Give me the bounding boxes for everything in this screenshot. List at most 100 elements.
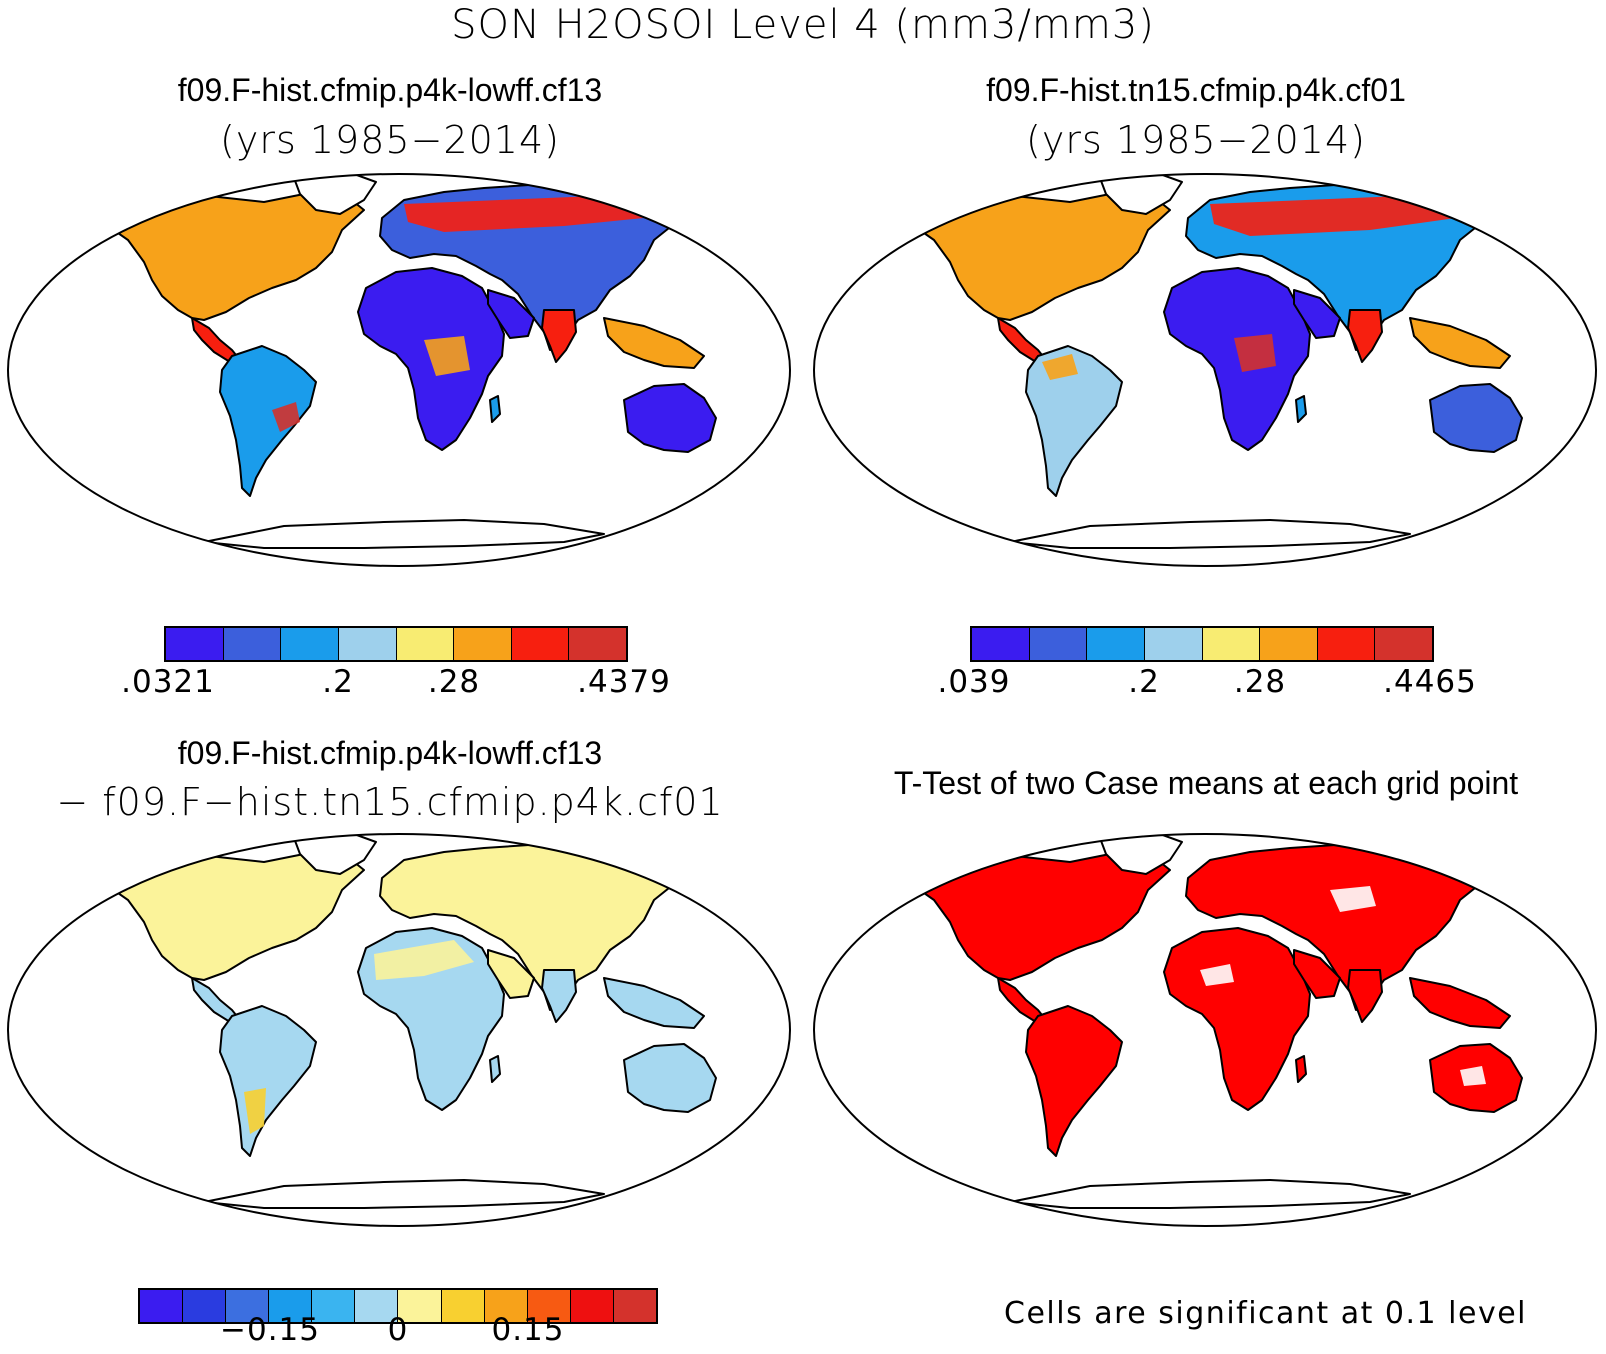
landmass-africa bbox=[1163, 267, 1311, 451]
colorbar-swatch bbox=[1375, 628, 1432, 660]
figure-title: SON H2OSOI Level 4 (mm3/mm3) bbox=[451, 2, 1155, 48]
map-top-right bbox=[813, 173, 1597, 567]
colorbar-swatch bbox=[1087, 628, 1145, 660]
map-top-left bbox=[7, 173, 791, 567]
colorbar-swatch bbox=[281, 628, 339, 660]
field-region-eurasia-gap bbox=[1330, 886, 1376, 912]
colorbar-tick-label: .0321 bbox=[121, 664, 215, 700]
panel-bottom-left-title: f09.F-hist.cfmip.p4k-lowff.cf13 bbox=[177, 735, 603, 771]
colorbar-swatch bbox=[140, 1290, 184, 1322]
colorbar-swatch bbox=[1144, 628, 1203, 660]
landmass-australia bbox=[1429, 383, 1523, 453]
panel-top-left-title: f09.F-hist.cfmip.p4k-lowff.cf13 bbox=[177, 72, 603, 108]
map-boundary bbox=[7, 833, 791, 1227]
colorbar-swatch bbox=[441, 1290, 485, 1322]
field-region-eurasia-band bbox=[1210, 194, 1470, 236]
colorbar-swatch bbox=[570, 1290, 614, 1322]
colorbar-top-right bbox=[970, 626, 1434, 662]
landmass-australia bbox=[623, 383, 717, 453]
landmass-arabia bbox=[487, 949, 535, 999]
colorbar-swatch bbox=[338, 628, 397, 660]
landmass-madagascar bbox=[1295, 1055, 1307, 1083]
landmass-samerica bbox=[1025, 1005, 1123, 1157]
colorbar-tick-label: .28 bbox=[1233, 664, 1287, 700]
landmass-india bbox=[541, 969, 577, 1023]
colorbar-swatch bbox=[613, 1290, 656, 1322]
landmass-madagascar bbox=[489, 1055, 501, 1083]
colorbar-swatch bbox=[972, 628, 1030, 660]
colorbar-swatch bbox=[511, 628, 570, 660]
landmass-namerica bbox=[904, 853, 1171, 981]
landmass-madagascar bbox=[489, 395, 501, 423]
colorbar-top-left bbox=[164, 626, 628, 662]
map-boundary bbox=[7, 173, 791, 567]
landmass-namerica bbox=[904, 193, 1171, 321]
landmass-madagascar bbox=[1295, 395, 1307, 423]
colorbar-tick-label: .28 bbox=[427, 664, 481, 700]
panel-bottom-left-subtitle: − f09.F−hist.tn15.cfmip.p4k.cf01 bbox=[56, 780, 724, 824]
landmass-arabia bbox=[487, 289, 535, 339]
colorbar-swatch bbox=[1202, 628, 1261, 660]
colorbar-swatch bbox=[312, 1290, 356, 1322]
field-region-africa-north bbox=[374, 940, 474, 980]
panel-top-right-subtitle: (yrs 1985−2014) bbox=[1026, 118, 1366, 162]
field-region-australia-gap bbox=[1460, 1066, 1486, 1086]
field-region-samerica-north bbox=[1042, 354, 1078, 380]
landmass-samerica bbox=[219, 1005, 317, 1157]
panel-top-right-title: f09.F-hist.tn15.cfmip.p4k.cf01 bbox=[986, 72, 1406, 108]
colorbar-tick-label: .2 bbox=[1128, 664, 1160, 700]
field-region-samerica-east bbox=[272, 402, 300, 432]
landmass-samerica bbox=[219, 345, 317, 497]
map-bottom-right bbox=[813, 833, 1597, 1227]
field-region-africa-gap bbox=[1200, 964, 1234, 986]
panel-top-left-subtitle: (yrs 1985−2014) bbox=[220, 118, 560, 162]
colorbar-swatch bbox=[1260, 628, 1318, 660]
map-bottom-left bbox=[7, 833, 791, 1227]
colorbar-tick-label: .2 bbox=[322, 664, 354, 700]
colorbar-swatch bbox=[396, 628, 455, 660]
field-region-eurasia-band bbox=[404, 194, 664, 232]
colorbar-bottom-left bbox=[138, 1288, 658, 1324]
colorbar-swatch bbox=[223, 628, 282, 660]
field-region-samerica-south bbox=[244, 1088, 266, 1134]
landmass-arabia bbox=[1293, 289, 1341, 339]
landmass-africa bbox=[1163, 927, 1311, 1111]
colorbar-swatch bbox=[166, 628, 224, 660]
landmass-antarctica bbox=[203, 519, 605, 549]
significance-footnote: Cells are significant at 0.1 level bbox=[1004, 1296, 1528, 1331]
map-boundary bbox=[813, 833, 1597, 1227]
landmass-antarctica bbox=[1009, 519, 1411, 549]
colorbar-swatch bbox=[527, 1290, 571, 1322]
map-boundary bbox=[813, 173, 1597, 567]
landmass-samerica bbox=[1025, 345, 1123, 497]
colorbar-swatch bbox=[1317, 628, 1376, 660]
landmass-australia bbox=[623, 1043, 717, 1113]
field-region-africa-center bbox=[1234, 334, 1276, 372]
landmass-seasia bbox=[603, 977, 705, 1029]
colorbar-swatch bbox=[355, 1290, 399, 1322]
colorbar-tick-label: 0 bbox=[387, 1312, 409, 1348]
colorbar-swatch bbox=[183, 1290, 227, 1322]
colorbar-swatch bbox=[569, 628, 626, 660]
panel-bottom-right-title: T-Test of two Case means at each grid po… bbox=[893, 765, 1519, 801]
landmass-india bbox=[541, 309, 577, 363]
landmass-seasia bbox=[1409, 317, 1511, 369]
colorbar-tick-label: .4379 bbox=[577, 664, 671, 700]
colorbar-swatch bbox=[1029, 628, 1088, 660]
landmass-antarctica bbox=[1009, 1179, 1411, 1209]
landmass-india bbox=[1347, 309, 1383, 363]
landmass-antarctica bbox=[203, 1179, 605, 1209]
colorbar-swatch bbox=[484, 1290, 528, 1322]
colorbar-tick-label: −0.15 bbox=[220, 1312, 320, 1348]
colorbar-tick-label: .039 bbox=[937, 664, 1011, 700]
landmass-namerica bbox=[98, 853, 365, 981]
landmass-seasia bbox=[1409, 977, 1511, 1029]
colorbar-swatch bbox=[398, 1290, 442, 1322]
landmass-india bbox=[1347, 969, 1383, 1023]
colorbar-tick-label: .4465 bbox=[1383, 664, 1477, 700]
colorbar-tick-label: 0.15 bbox=[491, 1312, 565, 1348]
colorbar-swatch bbox=[454, 628, 512, 660]
landmass-namerica bbox=[98, 193, 365, 321]
landmass-seasia bbox=[603, 317, 705, 369]
colorbar-swatch bbox=[226, 1290, 270, 1322]
